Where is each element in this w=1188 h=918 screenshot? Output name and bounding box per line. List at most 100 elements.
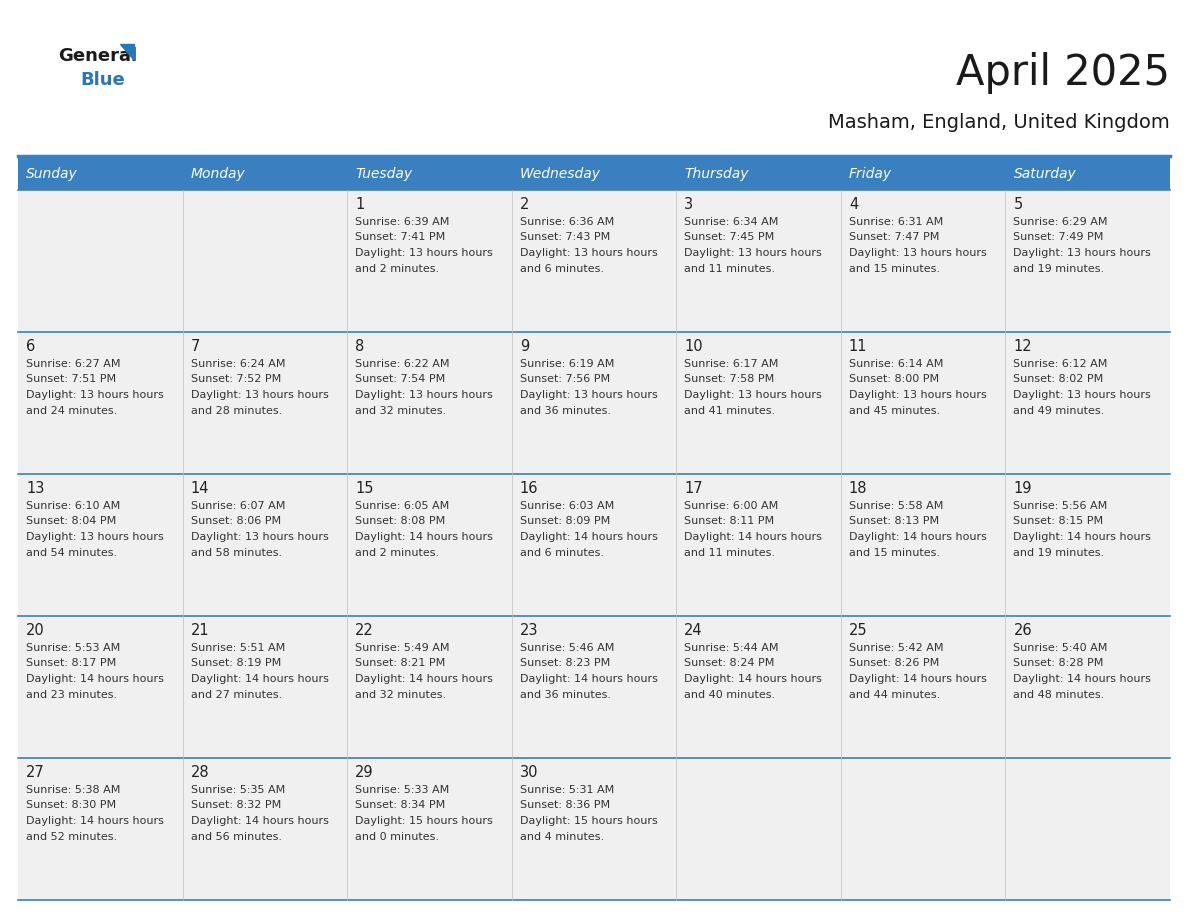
- Text: and 36 minutes.: and 36 minutes.: [519, 406, 611, 416]
- Text: and 58 minutes.: and 58 minutes.: [190, 547, 282, 557]
- Text: Sunrise: 6:05 AM: Sunrise: 6:05 AM: [355, 501, 449, 511]
- Text: Sunset: 7:41 PM: Sunset: 7:41 PM: [355, 232, 446, 242]
- Bar: [18, 190, 1170, 332]
- Text: Daylight: 13 hours hours: Daylight: 13 hours hours: [849, 390, 986, 400]
- Text: Sunset: 8:08 PM: Sunset: 8:08 PM: [355, 517, 446, 527]
- Text: Sunset: 8:26 PM: Sunset: 8:26 PM: [849, 658, 939, 668]
- Text: Sunrise: 6:07 AM: Sunrise: 6:07 AM: [190, 501, 285, 511]
- Text: Sunrise: 5:49 AM: Sunrise: 5:49 AM: [355, 643, 449, 653]
- Text: Sunset: 8:09 PM: Sunset: 8:09 PM: [519, 517, 609, 527]
- Text: and 19 minutes.: and 19 minutes.: [1013, 263, 1105, 274]
- Text: 7: 7: [190, 339, 200, 354]
- Text: Daylight: 13 hours hours: Daylight: 13 hours hours: [849, 248, 986, 258]
- Text: Sunrise: 5:31 AM: Sunrise: 5:31 AM: [519, 785, 614, 795]
- Text: Thursday: Thursday: [684, 167, 748, 181]
- Text: 22: 22: [355, 623, 374, 638]
- Text: Daylight: 14 hours hours: Daylight: 14 hours hours: [26, 674, 164, 684]
- Text: 21: 21: [190, 623, 209, 638]
- Text: Daylight: 14 hours hours: Daylight: 14 hours hours: [26, 816, 164, 826]
- Text: 2: 2: [519, 197, 529, 212]
- Text: Sunrise: 6:14 AM: Sunrise: 6:14 AM: [849, 359, 943, 369]
- Text: Daylight: 13 hours hours: Daylight: 13 hours hours: [519, 248, 657, 258]
- Text: Friday: Friday: [849, 167, 892, 181]
- Text: 10: 10: [684, 339, 703, 354]
- Text: 3: 3: [684, 197, 694, 212]
- Text: Masham, England, United Kingdom: Masham, England, United Kingdom: [828, 114, 1170, 132]
- Text: Sunset: 8:19 PM: Sunset: 8:19 PM: [190, 658, 280, 668]
- Text: and 24 minutes.: and 24 minutes.: [26, 406, 118, 416]
- Polygon shape: [120, 44, 134, 60]
- Text: Sunrise: 6:39 AM: Sunrise: 6:39 AM: [355, 217, 449, 227]
- Text: and 41 minutes.: and 41 minutes.: [684, 406, 776, 416]
- Text: Daylight: 13 hours hours: Daylight: 13 hours hours: [684, 390, 822, 400]
- Text: Sunrise: 6:27 AM: Sunrise: 6:27 AM: [26, 359, 120, 369]
- Text: Daylight: 14 hours hours: Daylight: 14 hours hours: [1013, 532, 1151, 542]
- Text: 26: 26: [1013, 623, 1032, 638]
- Text: and 48 minutes.: and 48 minutes.: [1013, 689, 1105, 700]
- Text: Sunset: 8:04 PM: Sunset: 8:04 PM: [26, 517, 116, 527]
- Text: Sunrise: 5:33 AM: Sunrise: 5:33 AM: [355, 785, 449, 795]
- Text: and 32 minutes.: and 32 minutes.: [355, 689, 447, 700]
- Text: 4: 4: [849, 197, 858, 212]
- Text: and 28 minutes.: and 28 minutes.: [190, 406, 282, 416]
- Text: Sunrise: 5:35 AM: Sunrise: 5:35 AM: [190, 785, 285, 795]
- Text: Daylight: 13 hours hours: Daylight: 13 hours hours: [355, 248, 493, 258]
- Text: Sunset: 8:13 PM: Sunset: 8:13 PM: [849, 517, 939, 527]
- Text: and 40 minutes.: and 40 minutes.: [684, 689, 776, 700]
- Bar: [18, 616, 1170, 758]
- Text: Sunrise: 6:03 AM: Sunrise: 6:03 AM: [519, 501, 614, 511]
- Text: Sunset: 7:52 PM: Sunset: 7:52 PM: [190, 375, 280, 385]
- Text: 13: 13: [26, 481, 44, 496]
- Text: 6: 6: [26, 339, 36, 354]
- Text: Sunset: 8:32 PM: Sunset: 8:32 PM: [190, 800, 280, 811]
- Bar: [18, 474, 1170, 616]
- Text: and 2 minutes.: and 2 minutes.: [355, 547, 440, 557]
- Text: Daylight: 13 hours hours: Daylight: 13 hours hours: [355, 390, 493, 400]
- Text: Daylight: 14 hours hours: Daylight: 14 hours hours: [519, 532, 658, 542]
- Text: Sunset: 8:23 PM: Sunset: 8:23 PM: [519, 658, 609, 668]
- Text: 16: 16: [519, 481, 538, 496]
- Text: and 27 minutes.: and 27 minutes.: [190, 689, 282, 700]
- Text: 9: 9: [519, 339, 529, 354]
- Text: Sunset: 8:11 PM: Sunset: 8:11 PM: [684, 517, 775, 527]
- Text: Sunrise: 5:38 AM: Sunrise: 5:38 AM: [26, 785, 120, 795]
- Text: Sunset: 7:54 PM: Sunset: 7:54 PM: [355, 375, 446, 385]
- Text: 1: 1: [355, 197, 365, 212]
- Text: Sunday: Sunday: [26, 167, 77, 181]
- Text: Sunset: 8:00 PM: Sunset: 8:00 PM: [849, 375, 939, 385]
- Text: 24: 24: [684, 623, 703, 638]
- Text: and 52 minutes.: and 52 minutes.: [26, 832, 118, 842]
- Text: Saturday: Saturday: [1013, 167, 1076, 181]
- Text: Daylight: 15 hours hours: Daylight: 15 hours hours: [355, 816, 493, 826]
- Text: and 11 minutes.: and 11 minutes.: [684, 547, 776, 557]
- Text: Sunset: 8:17 PM: Sunset: 8:17 PM: [26, 658, 116, 668]
- Text: Tuesday: Tuesday: [355, 167, 412, 181]
- Text: Sunrise: 5:53 AM: Sunrise: 5:53 AM: [26, 643, 120, 653]
- Text: 25: 25: [849, 623, 867, 638]
- Text: 8: 8: [355, 339, 365, 354]
- Text: 20: 20: [26, 623, 45, 638]
- Text: Sunrise: 6:17 AM: Sunrise: 6:17 AM: [684, 359, 778, 369]
- Text: Wednesday: Wednesday: [519, 167, 601, 181]
- Text: 23: 23: [519, 623, 538, 638]
- Text: Daylight: 14 hours hours: Daylight: 14 hours hours: [1013, 674, 1151, 684]
- Text: Sunrise: 5:44 AM: Sunrise: 5:44 AM: [684, 643, 779, 653]
- Text: and 36 minutes.: and 36 minutes.: [519, 689, 611, 700]
- Text: Blue: Blue: [80, 71, 125, 89]
- Text: Sunrise: 6:22 AM: Sunrise: 6:22 AM: [355, 359, 449, 369]
- Bar: [18, 158, 1170, 190]
- Text: and 11 minutes.: and 11 minutes.: [684, 263, 776, 274]
- Text: and 6 minutes.: and 6 minutes.: [519, 263, 604, 274]
- Text: Sunset: 7:51 PM: Sunset: 7:51 PM: [26, 375, 116, 385]
- Text: 14: 14: [190, 481, 209, 496]
- Text: Daylight: 13 hours hours: Daylight: 13 hours hours: [26, 390, 164, 400]
- Text: Daylight: 14 hours hours: Daylight: 14 hours hours: [849, 674, 987, 684]
- Text: April 2025: April 2025: [956, 52, 1170, 94]
- Text: Sunset: 7:49 PM: Sunset: 7:49 PM: [1013, 232, 1104, 242]
- Text: 11: 11: [849, 339, 867, 354]
- Text: Sunrise: 6:34 AM: Sunrise: 6:34 AM: [684, 217, 778, 227]
- Bar: [18, 758, 1170, 900]
- Text: Daylight: 14 hours hours: Daylight: 14 hours hours: [684, 532, 822, 542]
- Text: Sunset: 8:02 PM: Sunset: 8:02 PM: [1013, 375, 1104, 385]
- Text: Daylight: 13 hours hours: Daylight: 13 hours hours: [190, 390, 328, 400]
